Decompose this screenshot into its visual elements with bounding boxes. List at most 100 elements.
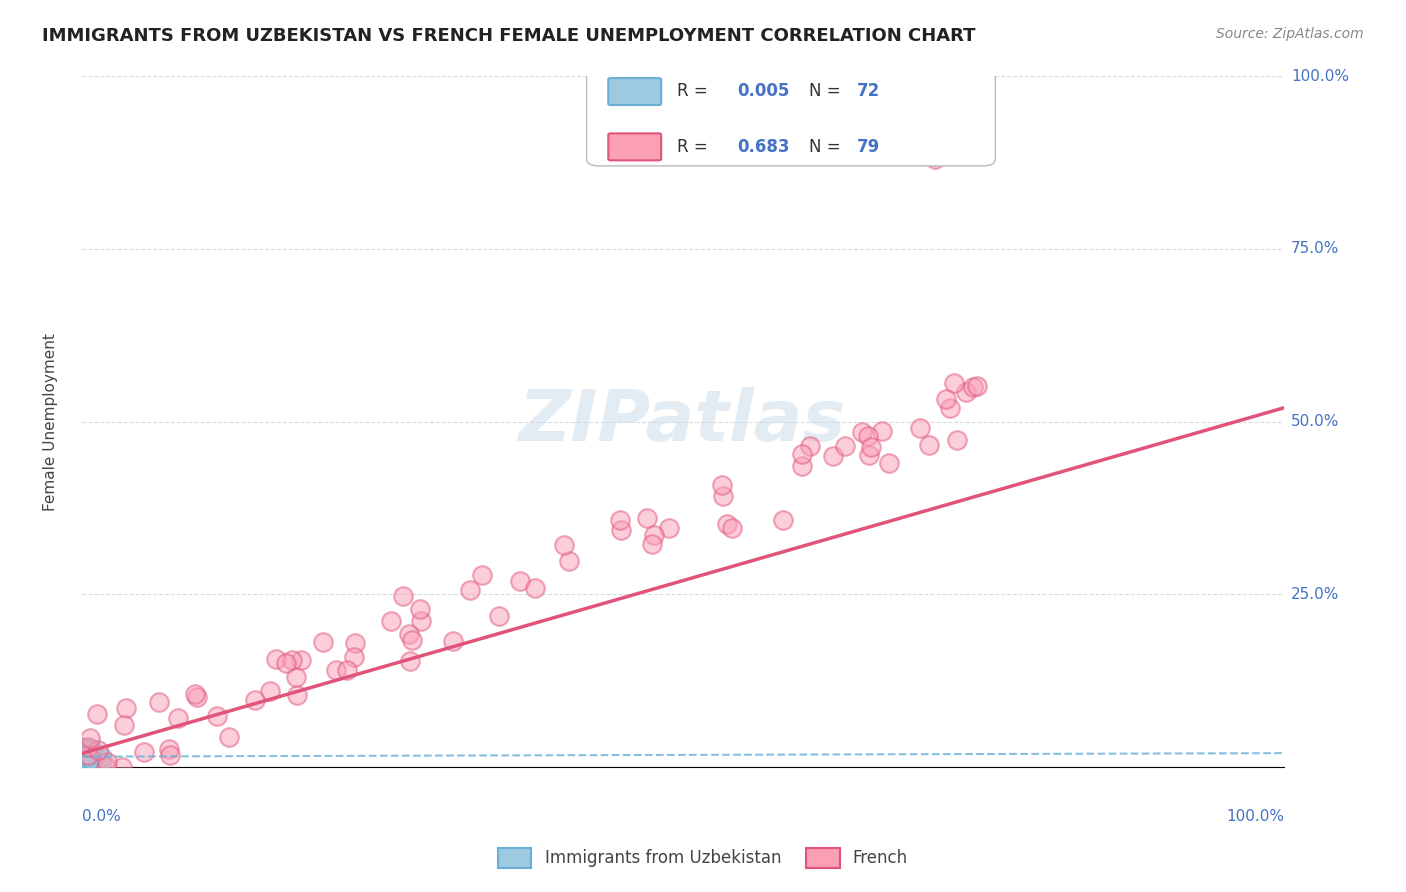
Text: Source: ZipAtlas.com: Source: ZipAtlas.com [1216,27,1364,41]
Text: 79: 79 [858,137,880,155]
Point [858,448,880,462]
Point [77,747,100,762]
Point [86,706,108,721]
Point [918,437,941,451]
Point [72,748,94,763]
Point [772,513,794,527]
Point [325,663,347,677]
Point [77,751,100,765]
Point [73,748,96,763]
Point [73,756,96,770]
Point [75,746,97,760]
Point [75,756,97,771]
Point [75,747,97,762]
Point [79,752,101,766]
Point [636,511,658,525]
Point [524,581,547,595]
Point [70,756,93,770]
Point [962,380,984,394]
Point [264,652,287,666]
Point [290,652,312,666]
Point [72,751,94,765]
Text: 72: 72 [858,82,880,100]
Point [73,753,96,767]
Point [76,756,98,770]
FancyBboxPatch shape [586,55,995,166]
Point [243,692,266,706]
Point [76,741,98,756]
Point [488,608,510,623]
Point [287,688,309,702]
Legend: Immigrants from Uzbekistan, French: Immigrants from Uzbekistan, French [491,841,915,875]
Point [70,739,93,754]
Text: ZIPatlas: ZIPatlas [519,387,846,456]
Point [86,743,108,757]
Point [82,751,104,765]
Text: 50.0%: 50.0% [1291,414,1339,429]
Point [159,747,181,762]
Point [284,669,307,683]
Point [76,741,98,756]
Point [111,759,134,773]
Point [91,750,114,764]
Point [924,152,946,166]
Point [218,730,240,744]
Text: 0.0%: 0.0% [82,809,121,823]
Point [75,741,97,756]
Point [399,654,422,668]
Point [392,589,415,603]
Point [114,700,136,714]
Point [73,753,96,767]
Point [112,718,135,732]
Point [398,627,420,641]
Text: 75.0%: 75.0% [1291,242,1339,256]
Point [75,753,97,767]
Point [75,749,97,764]
Point [73,749,96,764]
Point [336,663,359,677]
Point [821,449,844,463]
Point [73,749,96,764]
Point [75,752,97,766]
Point [859,440,882,454]
Point [943,376,966,391]
Point [90,756,112,770]
Point [342,649,364,664]
Text: IMMIGRANTS FROM UZBEKISTAN VS FRENCH FEMALE UNEMPLOYMENT CORRELATION CHART: IMMIGRANTS FROM UZBEKISTAN VS FRENCH FEM… [42,27,976,45]
Point [259,683,281,698]
Point [79,741,101,756]
Point [70,747,93,762]
Point [73,741,96,756]
Point [441,634,464,648]
Point [80,742,103,756]
Point [76,753,98,767]
Y-axis label: Female Unemployment: Female Unemployment [44,333,58,510]
Point [509,574,531,589]
Point [186,690,208,705]
Point [834,439,856,453]
Point [94,759,117,773]
Point [77,739,100,754]
Point [75,754,97,768]
Point [73,746,96,760]
Point [75,748,97,763]
Text: R =: R = [676,82,713,100]
Point [401,633,423,648]
Point [132,745,155,759]
Point [75,743,97,757]
Point [75,747,97,761]
Point [75,746,97,760]
Point [73,756,96,770]
Point [281,653,304,667]
Text: 100.0%: 100.0% [1226,809,1284,823]
Point [72,755,94,769]
Point [641,537,664,551]
Point [205,708,228,723]
Point [73,748,96,763]
Point [96,756,118,770]
Point [716,517,738,532]
Point [77,748,100,763]
Point [966,379,988,393]
Point [77,747,100,762]
Point [73,754,96,768]
